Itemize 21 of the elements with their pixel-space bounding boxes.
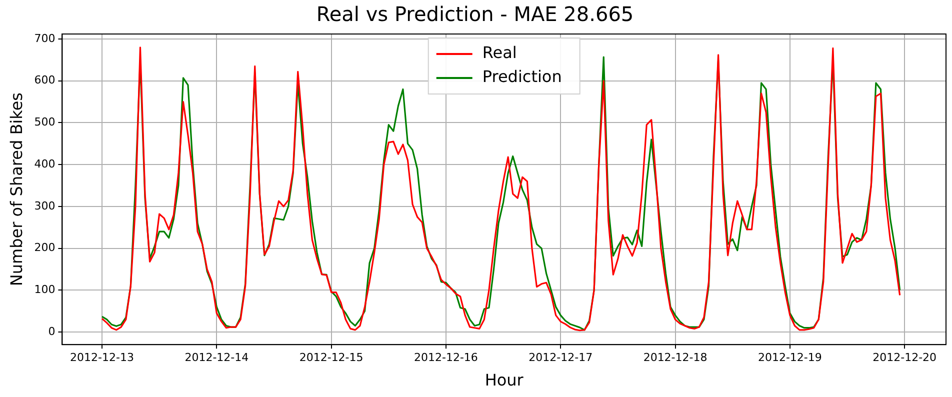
y-tick-label: 300 — [34, 199, 56, 212]
y-tick-label: 100 — [34, 283, 56, 296]
y-tick-label: 400 — [34, 157, 56, 170]
x-tick-label: 2012-12-16 — [414, 351, 478, 364]
x-tick-label: 2012-12-18 — [643, 351, 708, 364]
y-tick-label: 200 — [34, 241, 56, 254]
y-tick-label: 0 — [48, 324, 56, 338]
legend-label: Real — [482, 43, 517, 62]
x-tick-label: 2012-12-14 — [184, 351, 249, 364]
y-tick-label: 600 — [34, 74, 56, 87]
x-tick-label: 2012-12-19 — [758, 351, 822, 364]
x-tick-label: 2012-12-15 — [299, 351, 364, 364]
x-tick-label: 2012-12-20 — [872, 351, 937, 364]
chart-title: Real vs Prediction - MAE 28.665 — [316, 2, 634, 26]
x-tick-label: 2012-12-13 — [70, 351, 134, 364]
x-axis-title: Hour — [484, 370, 524, 390]
y-axis-title: Number of Shared Bikes — [6, 92, 26, 286]
y-tick-label: 500 — [34, 116, 56, 129]
y-tick-label: 700 — [34, 32, 56, 45]
x-tick-label: 2012-12-17 — [528, 351, 593, 364]
legend-label: Prediction — [482, 67, 562, 86]
